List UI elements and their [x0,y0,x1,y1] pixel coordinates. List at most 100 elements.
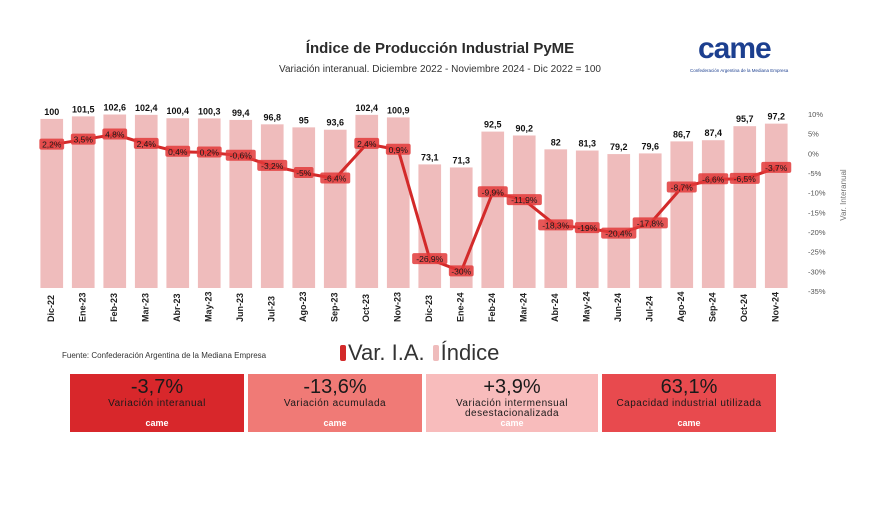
line-value-label: -8,7% [671,183,694,193]
y2-tick-label: -35% [808,287,826,296]
x-tick-label: Sep-23 [330,292,340,322]
x-tick-label: Ene-23 [78,292,88,322]
bar [512,135,536,288]
bar [166,118,190,288]
x-tick-label: Dic-23 [424,295,434,322]
y2-axis-label: Var. Interanual [839,169,848,221]
x-tick-label: Sep-24 [708,292,718,322]
x-tick-label: Oct-24 [739,294,749,322]
bar [71,116,95,288]
line-label-bg [448,265,474,277]
y2-tick-label: 10% [808,110,823,119]
bar [229,119,253,288]
bar [386,117,410,289]
kpi-card-intermensual: +3,9% Variación intermensual desestacion… [426,374,598,432]
x-tick-label: Ene-24 [456,292,466,322]
line-label-bg [39,138,65,150]
legend: Var. I.A. Índice [340,340,499,366]
kpi-value: +3,9% [483,376,541,398]
bar [481,131,505,288]
bar [544,149,568,288]
bar-value-label: 73,1 [421,152,439,162]
line-label-bg [385,143,411,155]
line-label-bg [574,222,600,234]
bar-value-label: 102,4 [355,103,378,113]
bar [733,126,757,289]
chart-title: Índice de Producción Industrial PyME [305,40,575,57]
line-label-bg [225,149,256,161]
bar [575,150,599,288]
bar-value-label: 96,8 [263,112,281,122]
legend-bar-swatch [432,345,439,361]
bar-value-label: 102,6 [103,103,126,113]
kpi-card-acumulada: -13,6% Variación acumulada came [248,374,422,432]
y2-tick-label: 5% [808,130,819,139]
x-tick-label: Dic-22 [46,295,56,322]
bar [40,118,64,288]
bar [323,129,347,288]
x-tick-label: Mar-24 [519,293,529,322]
line-label-bg [133,137,159,149]
line-value-label: -3,7% [765,163,788,173]
line-value-label: 0,4% [168,147,188,157]
x-tick-label: Abr-24 [550,293,560,322]
x-tick-label: Jul-23 [267,296,277,322]
x-tick-label: Abr-23 [172,293,182,322]
legend-line-label: Var. I.A. [348,340,425,365]
legend-line-swatch [340,345,346,361]
line-label-bg [257,159,288,171]
bar-value-label: 99,4 [232,108,250,118]
bar-value-label: 97,2 [767,112,785,122]
line-value-label: 0,2% [200,148,220,158]
line-label-bg [293,167,314,178]
logo-tagline: Confederación Argentina de la Mediana Em… [690,68,789,73]
line-label-bg [506,194,542,206]
bar-value-label: 92,5 [484,120,502,130]
line-value-label: -20,4% [605,229,632,239]
line-value-label: -9,9% [482,187,505,197]
kpi-card-interanual: -3,7% Variación interanual came [70,374,244,432]
line-label-bg [320,172,351,184]
line-value-label: -0,6% [230,151,253,161]
kpi-label: Variación acumulada [283,398,387,409]
line-label-bg [102,128,128,140]
kpi-value: -3,7% [130,376,184,398]
bar [197,118,221,288]
line-label-bg [412,253,448,265]
bar-value-label: 71,3 [452,155,470,165]
x-tick-label: Nov-24 [771,292,781,322]
line-label-bg [354,137,380,149]
bar-value-label: 100,3 [198,106,221,116]
line-value-label: 2,2% [42,140,62,150]
line-label-bg [666,181,697,193]
line-value-label: -30% [451,266,471,276]
line-label-bg [632,217,668,229]
line-value-label: -6,5% [734,174,757,184]
line-value-label: 2,4% [357,139,377,149]
bar-value-label: 90,2 [515,123,533,133]
legend-bar-label: Índice [440,340,500,365]
series-line-var-ia [51,132,777,273]
kpi-logo: came [500,418,524,428]
y2-tick-label: -20% [808,228,826,237]
y2-tick-label: -25% [808,248,826,257]
x-tick-label: Feb-24 [487,293,497,322]
y2-tick-label: -5% [808,169,822,178]
y2-tick-label: -30% [808,267,826,276]
line-label-bg [538,219,574,231]
line-label-bg [477,186,508,198]
bar-value-label: 79,2 [610,142,628,152]
line-label-bg [165,145,191,157]
bar-value-label: 82 [551,137,561,147]
x-tick-label: Mar-23 [141,293,151,322]
line-label-bg [601,227,637,239]
bar-value-label: 95,7 [736,114,754,124]
bar [701,140,725,288]
bar [670,141,694,288]
kpi-value: 63,1% [660,376,718,398]
line-value-label: -6,4% [324,174,347,184]
logo-word: came [698,32,772,65]
bar [607,154,631,288]
bar-value-label: 101,5 [72,104,95,114]
kpi-label: Variación interanual [108,398,206,409]
